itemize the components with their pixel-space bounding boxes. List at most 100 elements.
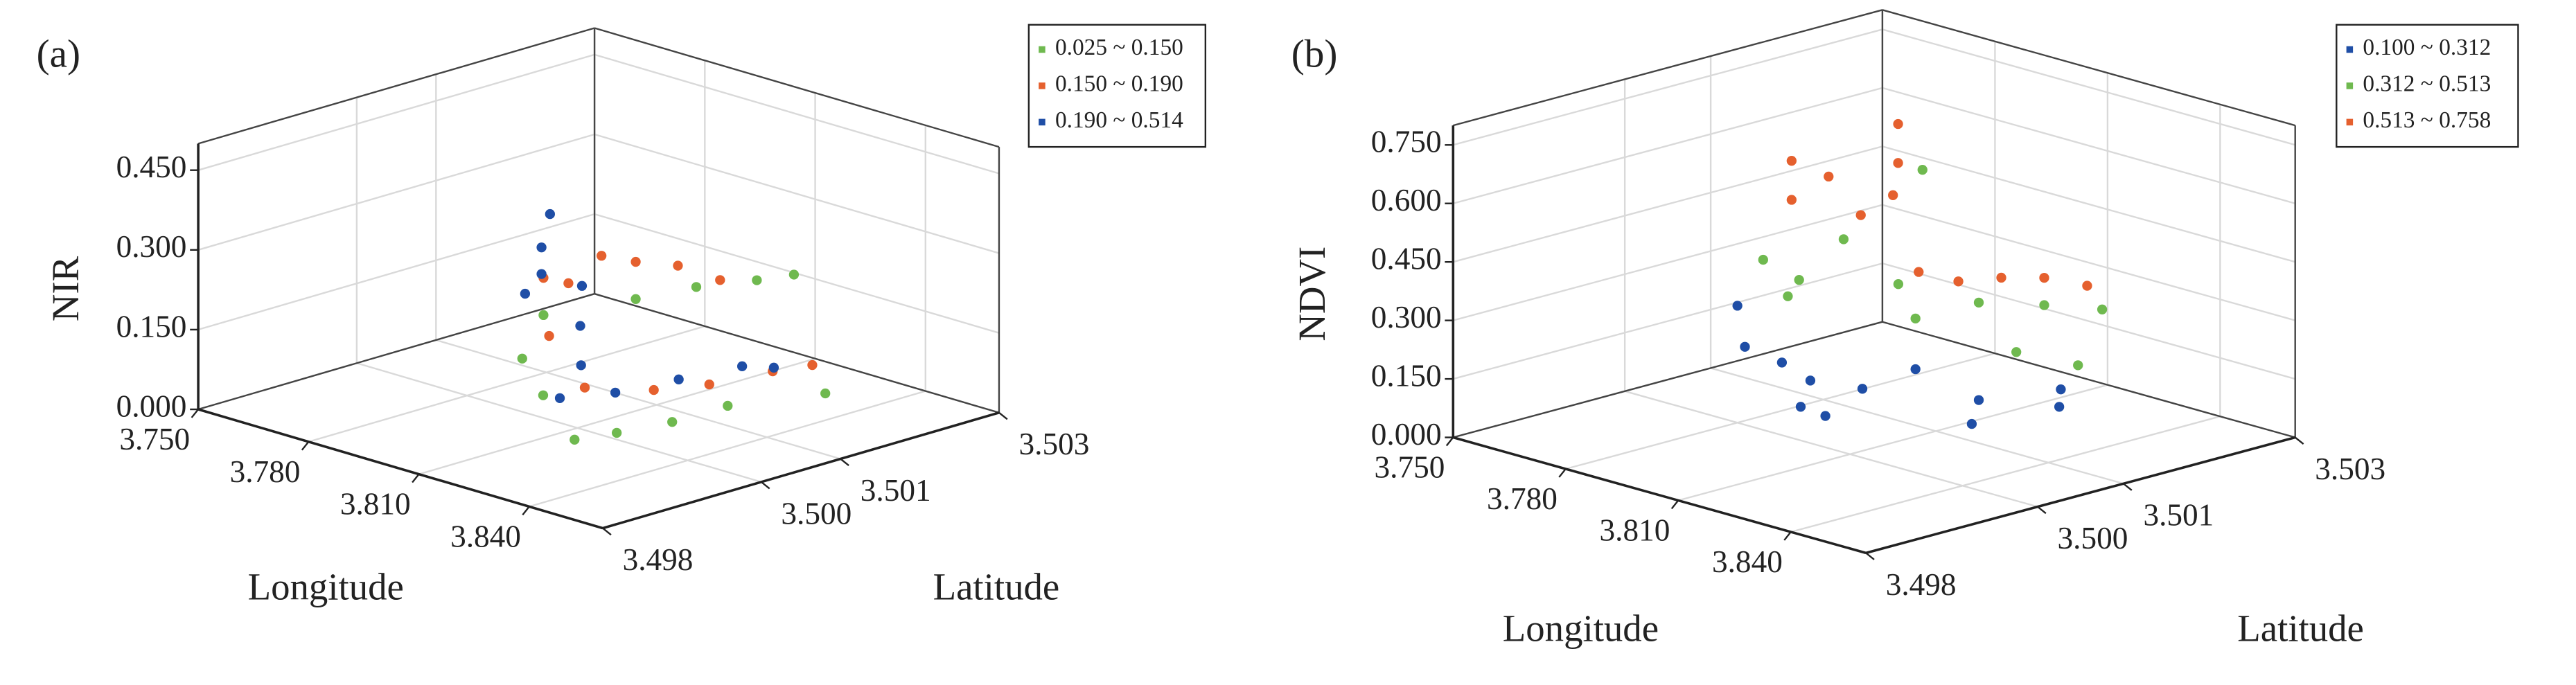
data-point (736, 361, 748, 371)
data-point (2056, 384, 2066, 395)
grid-line (435, 339, 841, 460)
data-point (1740, 341, 1750, 352)
data-point (1996, 272, 2006, 283)
data-point (1893, 158, 1903, 168)
grid-line (197, 133, 595, 251)
data-point (517, 353, 527, 364)
data-point (579, 382, 590, 393)
data-point (820, 388, 831, 399)
z-tick-label: 0.000 (116, 389, 187, 423)
data-point (611, 427, 622, 438)
tick-mark (2294, 436, 2304, 445)
legend-box (2336, 24, 2519, 148)
y-tick-label: 3.501 (861, 473, 931, 508)
data-point (538, 310, 549, 321)
grid-line (1882, 145, 2296, 263)
legend-swatch (1039, 118, 1046, 126)
box-edge (1882, 9, 2296, 127)
y-axis (1865, 436, 2296, 555)
data-point (649, 384, 659, 395)
data-point (723, 400, 733, 411)
grid-line (1882, 87, 2296, 204)
data-point (1732, 301, 1743, 311)
legend-swatch (2346, 118, 2354, 126)
data-point (1855, 210, 1866, 220)
data-point (704, 379, 714, 390)
tick-mark (998, 411, 1008, 420)
data-point (2097, 304, 2108, 314)
data-point (667, 417, 678, 427)
grid-line (1710, 367, 2124, 485)
data-point (2039, 272, 2049, 283)
panel-label: (a) (37, 33, 80, 76)
grid-line (356, 362, 762, 483)
legend-label: 0.513 ~ 0.758 (2363, 107, 2491, 133)
legend-label: 0.312 ~ 0.513 (2363, 71, 2491, 97)
tick-mark (761, 481, 770, 490)
data-point (563, 278, 574, 289)
data-point (630, 256, 641, 267)
data-point (1953, 276, 1964, 287)
box-edge (197, 27, 595, 145)
data-point (2073, 360, 2083, 371)
grid-line (1882, 263, 2296, 380)
tick-mark (1783, 531, 1792, 541)
tick-mark (1558, 468, 1567, 478)
data-point (673, 374, 684, 384)
box-edge (1882, 321, 2296, 438)
box-edge (594, 27, 1000, 148)
x-tick-label: 3.810 (340, 487, 411, 522)
z-axis-label: NIR (44, 256, 87, 321)
tick-mark (191, 409, 200, 418)
data-point (715, 275, 725, 285)
data-point (1966, 418, 1977, 429)
grid-line (1790, 416, 2221, 533)
grid-line (594, 53, 1000, 175)
y-tick-label: 3.498 (1886, 567, 1957, 602)
y-tick-label: 3.498 (623, 542, 694, 577)
grid-line (1882, 204, 2296, 321)
data-point (1786, 195, 1797, 205)
data-point (1910, 364, 1921, 375)
box-edge (1453, 321, 1883, 438)
legend-label: 0.150 ~ 0.190 (1055, 71, 1183, 97)
data-point (1917, 165, 1927, 175)
tick-mark (602, 527, 612, 536)
data-point (691, 282, 702, 292)
data-point (1820, 411, 1830, 421)
data-point (1973, 297, 1984, 308)
legend-label: 0.190 ~ 0.514 (1055, 107, 1183, 133)
data-point (1805, 375, 1816, 386)
z-tick-label: 0.000 (1371, 417, 1442, 452)
data-point (2011, 347, 2022, 357)
data-point (538, 390, 549, 400)
tick-mark (2123, 483, 2133, 491)
grid-line (1624, 390, 2038, 508)
data-point (1973, 395, 1984, 405)
data-point (576, 360, 586, 371)
x-tick-label: 3.840 (450, 519, 521, 553)
data-point (1794, 274, 1804, 285)
y-axis-label: Latitude (933, 566, 1060, 608)
data-point (1776, 357, 1788, 368)
tick-mark (412, 473, 420, 483)
y-tick-label: 3.501 (2143, 498, 2214, 533)
x-tick-label: 3.750 (119, 422, 190, 456)
data-point (1888, 190, 1898, 200)
x-axis (1452, 436, 1867, 555)
data-point (1786, 156, 1797, 166)
grid-line (1453, 28, 1883, 146)
data-point (570, 434, 580, 445)
data-point (554, 393, 565, 404)
data-point (1758, 254, 1768, 265)
grid-line (197, 213, 595, 331)
data-point (788, 269, 800, 280)
legend-swatch (2346, 82, 2354, 89)
data-point (1914, 267, 1924, 277)
grid-line (1677, 384, 2108, 501)
data-point (2039, 300, 2049, 310)
y-tick-label: 3.500 (781, 496, 852, 531)
grid-line (529, 390, 926, 508)
data-point (1910, 313, 1921, 323)
z-tick-label: 0.750 (1371, 125, 1442, 159)
